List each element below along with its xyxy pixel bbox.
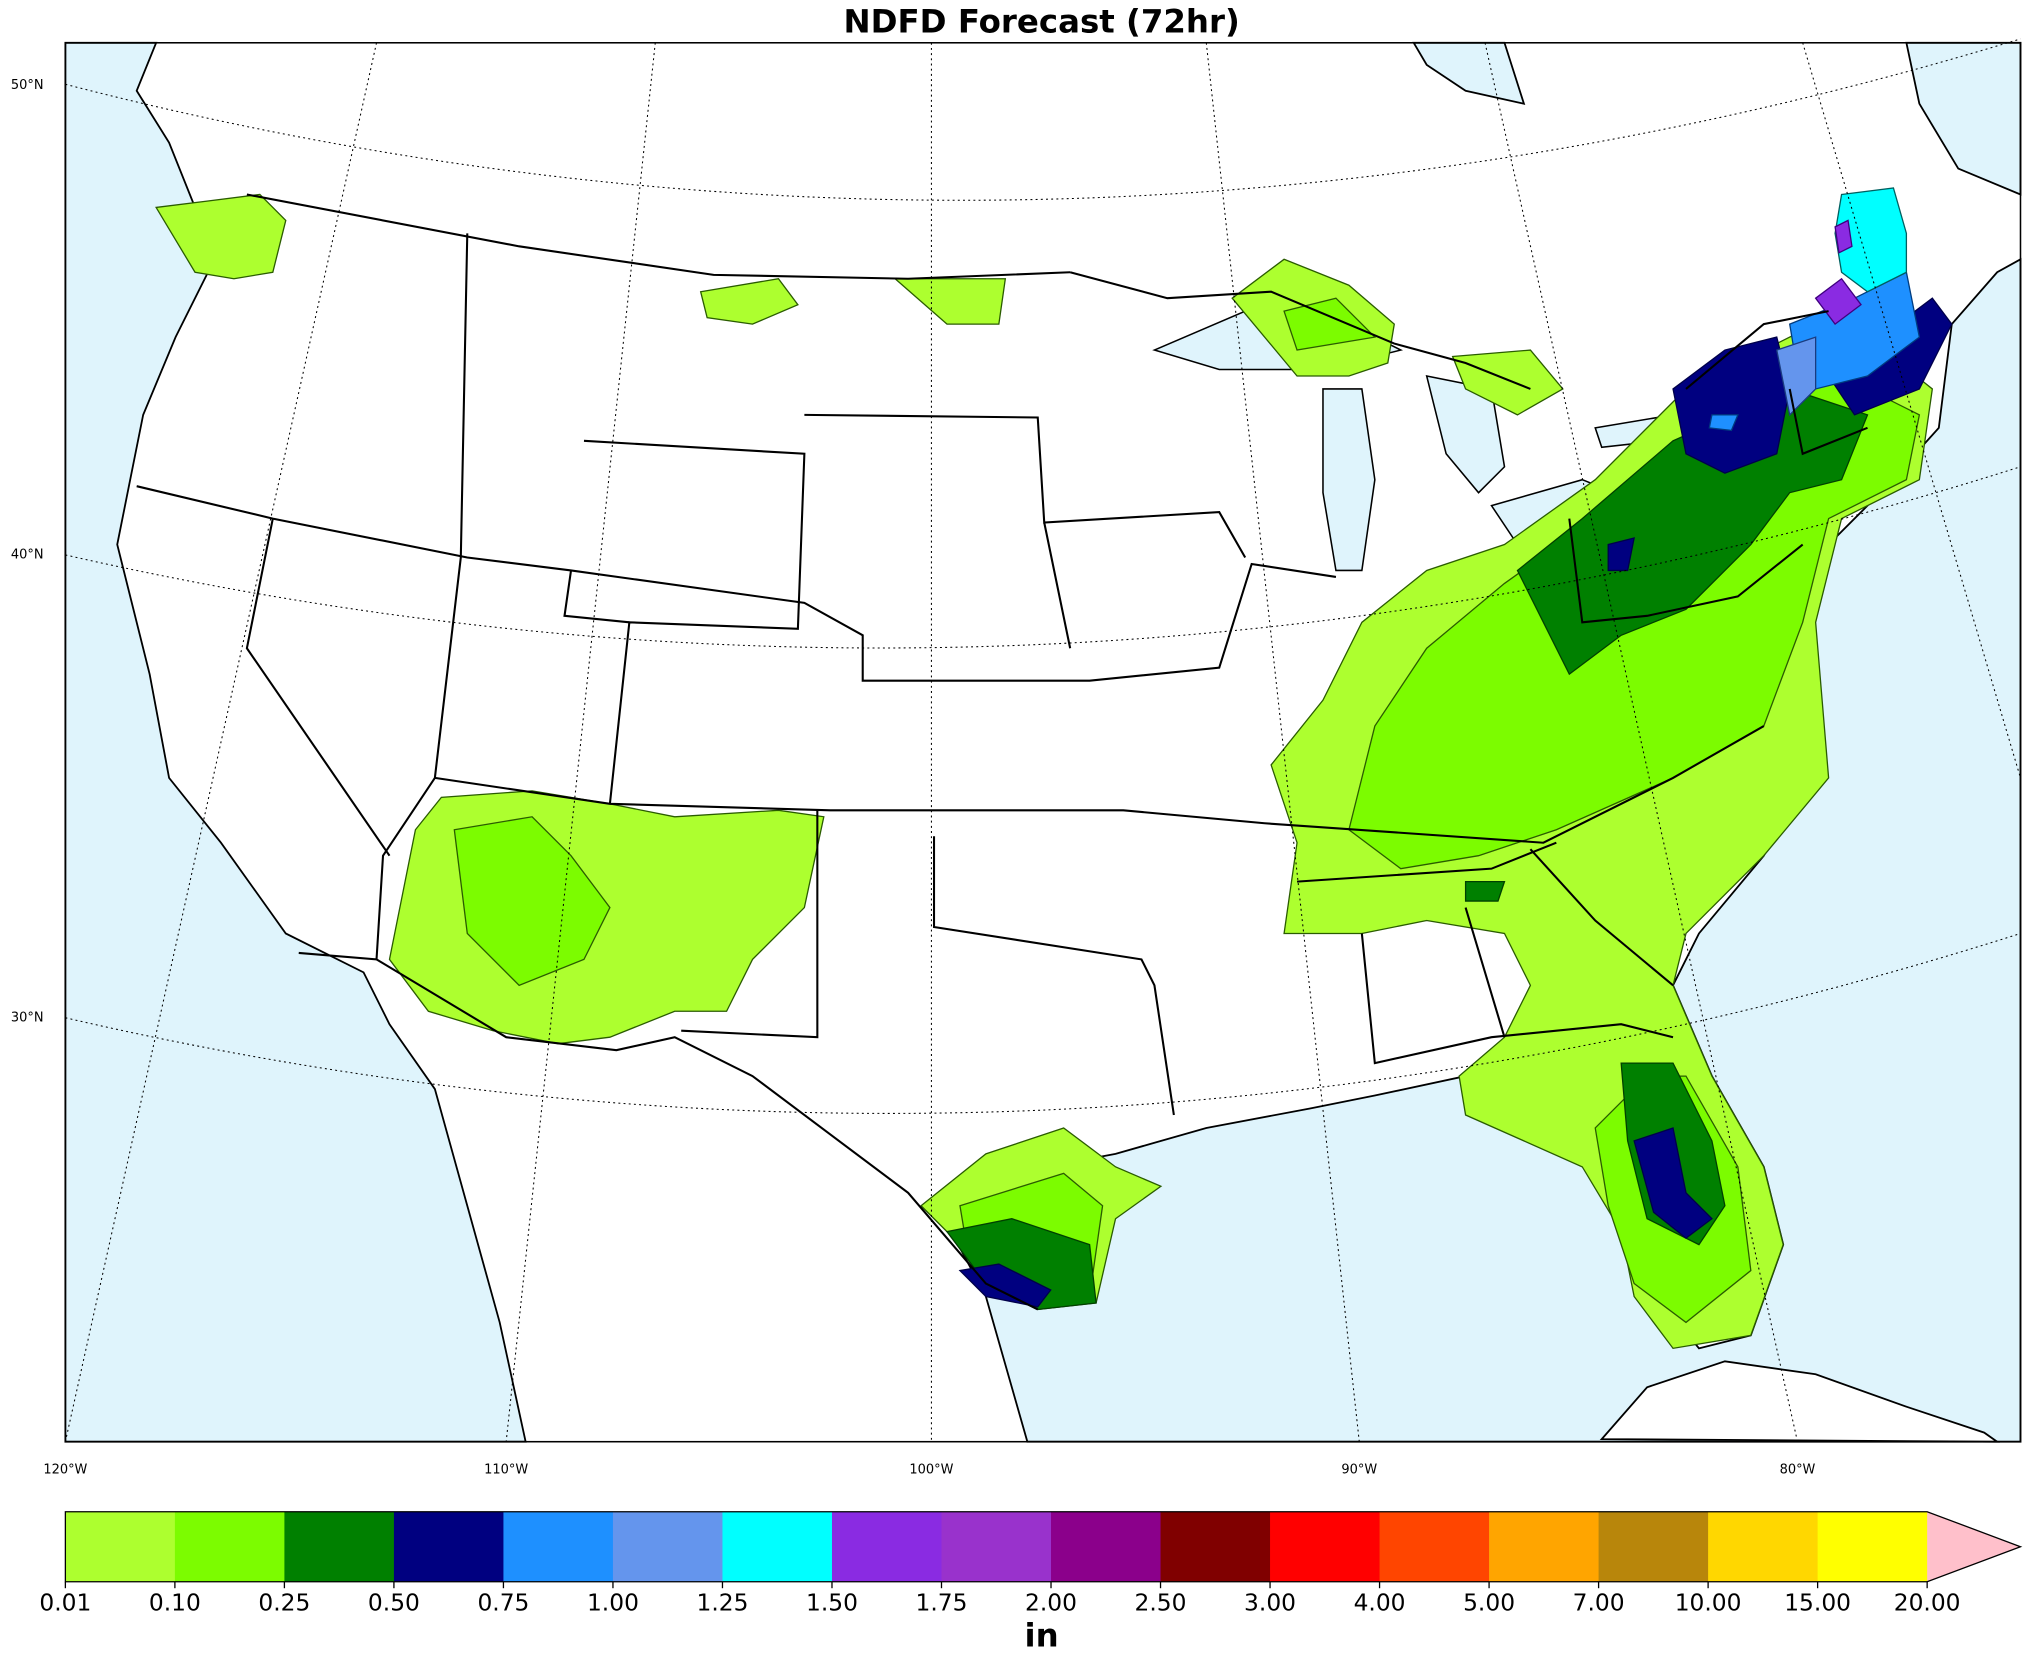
- colorbar-tick-label: 10.00: [1675, 1588, 1742, 1616]
- state-borders: [136, 193, 1868, 1311]
- colorbar-swatch: [1708, 1511, 1819, 1582]
- colorbar-tick-label: 0.25: [258, 1588, 310, 1616]
- colorbar-tick-label: 0.10: [149, 1588, 201, 1616]
- colorbar-swatch: [941, 1511, 1052, 1582]
- colorbar: 0.01 0.10 0.25 0.50 0.75 1.00 1.25 1.50 1.75 2.00…: [39, 1511, 2023, 1654]
- colorbar-tick-label: 1.00: [587, 1588, 639, 1616]
- precip-1-50: [1814, 219, 1862, 326]
- colorbar-swatch: [1489, 1511, 1600, 1582]
- precip-0-50: [958, 297, 1953, 1308]
- colorbar-tick-label: 20.00: [1894, 1588, 1961, 1616]
- lat-label: 30°N: [11, 1010, 44, 1025]
- lat-label: 40°N: [11, 547, 44, 562]
- colorbar-tick-label: 0.75: [477, 1588, 529, 1616]
- colorbar-tick-label: 2.50: [1135, 1588, 1187, 1616]
- colorbar-swatch: [1379, 1511, 1490, 1582]
- colorbar-swatch: [722, 1511, 833, 1582]
- colorbar-tick-label: 7.00: [1573, 1588, 1625, 1616]
- precip-1-00: [1775, 336, 1817, 417]
- colorbar-tick-label: 4.00: [1354, 1588, 1406, 1616]
- lon-label: 90°W: [1341, 1463, 1377, 1478]
- great-lakes: [1152, 310, 1675, 572]
- lon-labels: 120°W 110°W 100°W 90°W 80°W: [43, 1463, 1815, 1478]
- colorbar-outline: [64, 1511, 2023, 1583]
- colorbar-tick-label: 5.00: [1463, 1588, 1515, 1616]
- lat-labels: 50°N 40°N 30°N: [11, 78, 44, 1025]
- colorbar-swatch: [503, 1511, 614, 1582]
- precip-1-25: [1834, 187, 1908, 293]
- colorbar-swatch: [284, 1511, 395, 1582]
- lon-label: 80°W: [1780, 1463, 1816, 1478]
- colorbar-swatch: [65, 1511, 176, 1582]
- colorbar-swatch: [174, 1511, 286, 1582]
- colorbar-swatch: [1817, 1511, 1928, 1582]
- colorbar-swatch: [1270, 1511, 1381, 1582]
- colorbar-unit: in: [1025, 1616, 1059, 1654]
- colorbar-tick-label: 1.75: [916, 1588, 968, 1616]
- lon-label: 100°W: [909, 1463, 953, 1478]
- title: NDFD Forecast (72hr): [843, 2, 1239, 40]
- lon-label: 110°W: [484, 1463, 528, 1478]
- colorbar-tick-label: 1.25: [696, 1588, 748, 1616]
- colorbar-swatch: [612, 1511, 724, 1582]
- cuba: [1599, 1360, 2001, 1443]
- colorbar-tick-label: 3.00: [1244, 1588, 1296, 1616]
- graticule: [64, 38, 2021, 1442]
- colorbar-tick-label: 2.00: [1025, 1588, 1077, 1616]
- pacific-ocean: [64, 41, 527, 1443]
- colorbar-tick-label: 15.00: [1784, 1588, 1851, 1616]
- colorbar-swatch: [1160, 1511, 1271, 1582]
- lon-label: 120°W: [43, 1463, 87, 1478]
- colorbar-tick-label: 0.01: [39, 1588, 91, 1616]
- colorbar-swatch: [831, 1511, 943, 1582]
- colorbar-tick-label: 1.50: [806, 1588, 858, 1616]
- colorbar-extend: [1927, 1511, 2021, 1582]
- colorbar-swatch: [1598, 1511, 1709, 1582]
- colorbar-tick-label: 0.50: [368, 1588, 420, 1616]
- colorbar-swatch: [1051, 1511, 1162, 1582]
- map-frame: [64, 42, 2022, 1443]
- map: [64, 38, 2022, 1443]
- lat-label: 50°N: [11, 78, 44, 93]
- colorbar-swatch: [393, 1511, 505, 1582]
